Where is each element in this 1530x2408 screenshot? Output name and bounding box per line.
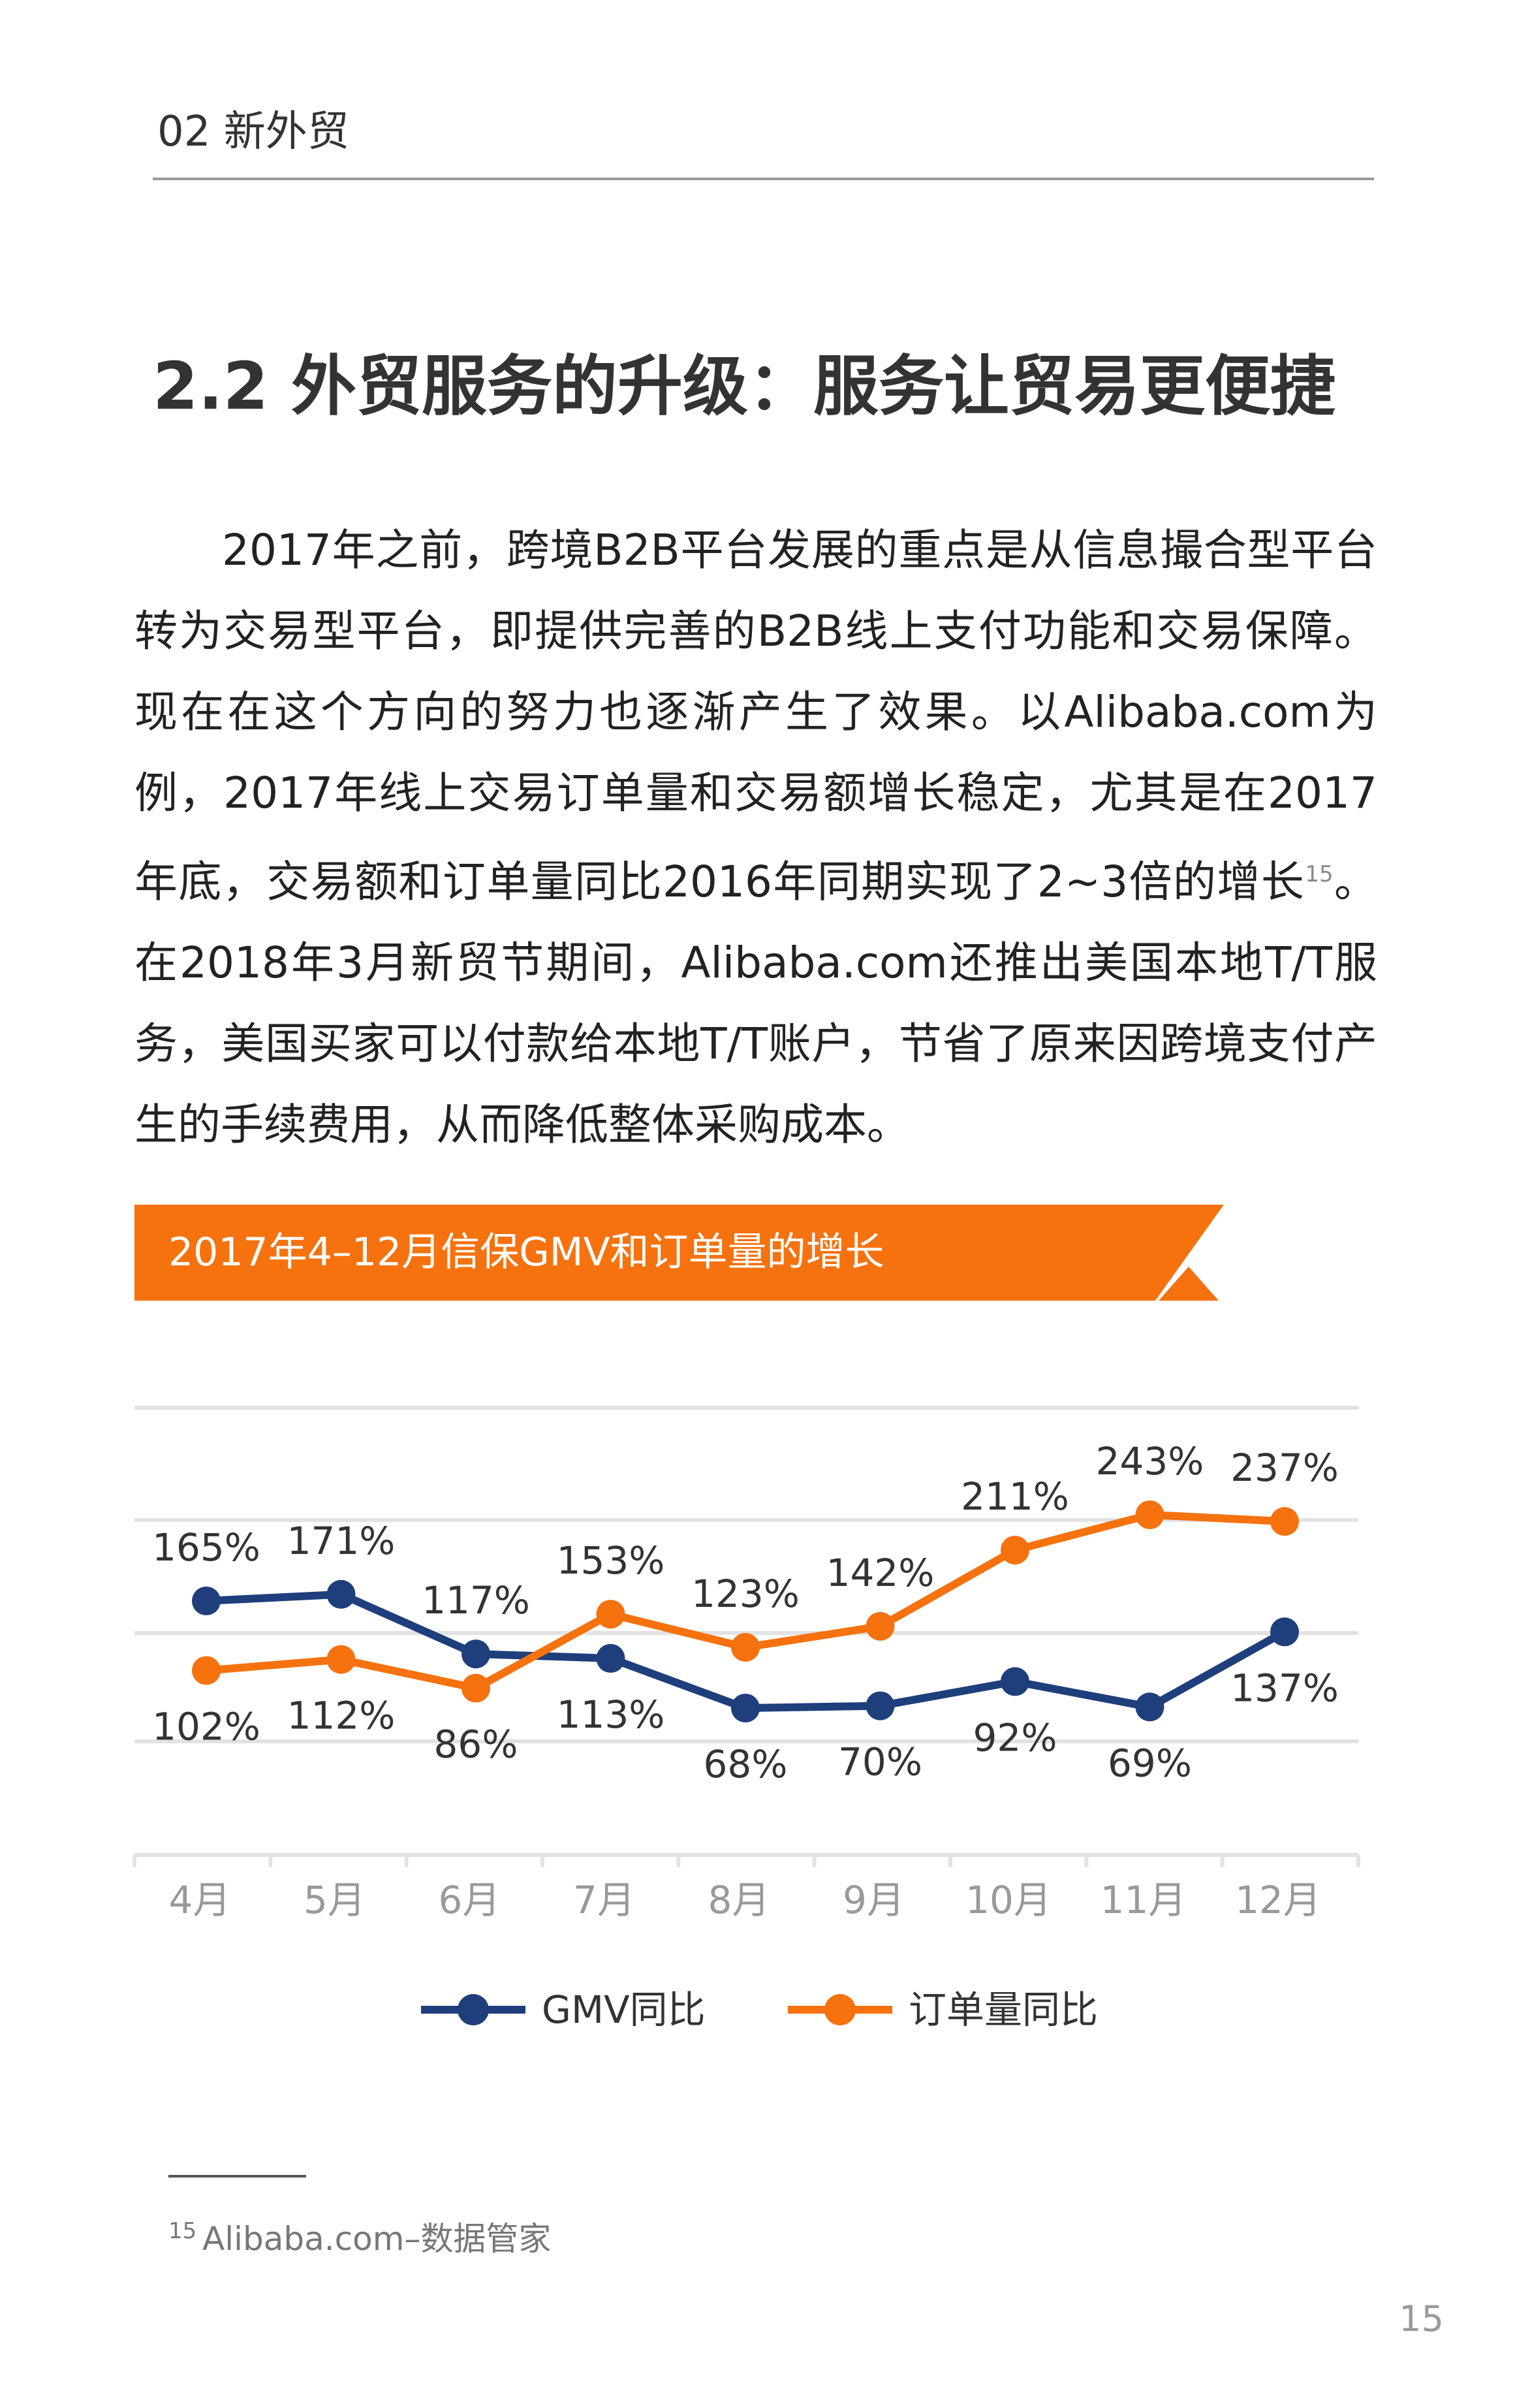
footnote-number: 15 <box>168 2218 196 2244</box>
note-ref: 15 <box>1305 861 1334 887</box>
data-label: 137% <box>1230 1666 1339 1710</box>
legend-marker <box>824 1994 856 2025</box>
data-point <box>461 1640 490 1669</box>
legend-marker <box>458 1994 489 2025</box>
legend-label: GMV同比 <box>542 1988 706 2032</box>
data-label: 171% <box>287 1519 396 1563</box>
data-label: 113% <box>557 1692 665 1737</box>
paragraph-text: 2017年之前，跨境B2B平台发展的重点是从信息撮合型平台转为交易型平台，即提供… <box>134 525 1377 907</box>
chart-title: 2017年4–12月信保GMV和订单量的增长 <box>168 1229 884 1275</box>
data-point <box>596 1600 625 1629</box>
paragraph-text: 。在2018年3月新贸节期间，Alibaba.com还推出美国本地T/T服务，美… <box>134 857 1378 1150</box>
data-point <box>192 1586 221 1615</box>
x-tick-label: 4月 <box>169 1878 231 1922</box>
header-rule <box>153 178 1374 180</box>
data-label: 237% <box>1230 1446 1339 1490</box>
data-label: 142% <box>826 1551 935 1595</box>
x-tick-label: 11月 <box>1101 1878 1187 1922</box>
paragraph: 2017年之前，跨境B2B平台发展的重点是从信息撮合型平台转为交易型平台，即提供… <box>134 510 1377 1165</box>
data-label: 153% <box>557 1538 665 1583</box>
data-label: 92% <box>973 1715 1057 1760</box>
x-tick-label: 10月 <box>965 1878 1052 1922</box>
data-label: 165% <box>152 1525 260 1570</box>
data-point <box>1001 1667 1029 1696</box>
data-point <box>1135 1500 1164 1529</box>
banner-accent <box>1159 1267 1219 1301</box>
data-label: 211% <box>961 1474 1069 1519</box>
data-label: 69% <box>1108 1741 1192 1785</box>
x-tick-label: 5月 <box>304 1878 366 1922</box>
data-point <box>866 1611 895 1641</box>
data-label: 117% <box>422 1578 530 1623</box>
data-label: 123% <box>691 1572 800 1616</box>
data-label: 68% <box>704 1742 788 1786</box>
legend-label: 订单量同比 <box>909 1988 1098 2032</box>
data-point <box>731 1632 760 1662</box>
section-header: 02 新外贸 <box>157 108 349 156</box>
data-point <box>326 1579 356 1609</box>
data-point <box>596 1643 625 1673</box>
x-tick-label: 9月 <box>843 1878 905 1922</box>
x-tick-label: 12月 <box>1235 1878 1321 1922</box>
data-label: 70% <box>838 1740 922 1784</box>
footnote-text: Alibaba.com–数据管家 <box>202 2220 551 2258</box>
data-point <box>461 1673 490 1703</box>
data-label: 112% <box>287 1694 396 1738</box>
heading: 2.2 外贸服务的升级：服务让贸易更便捷 <box>153 348 1335 424</box>
x-tick-label: 7月 <box>573 1878 635 1922</box>
page-number: 15 <box>1399 2298 1444 2339</box>
data-point <box>192 1656 221 1685</box>
data-label: 243% <box>1096 1439 1204 1483</box>
data-point <box>731 1694 760 1722</box>
data-label: 102% <box>152 1704 260 1749</box>
data-point <box>1001 1536 1029 1565</box>
x-tick-label: 8月 <box>708 1878 770 1922</box>
title-banner <box>134 1205 1224 1301</box>
data-point <box>1135 1692 1164 1722</box>
data-point <box>326 1645 356 1674</box>
data-point <box>866 1691 895 1720</box>
data-point <box>1270 1507 1299 1536</box>
x-tick-label: 6月 <box>439 1878 501 1922</box>
data-label: 86% <box>434 1722 518 1767</box>
data-point <box>1270 1617 1299 1647</box>
